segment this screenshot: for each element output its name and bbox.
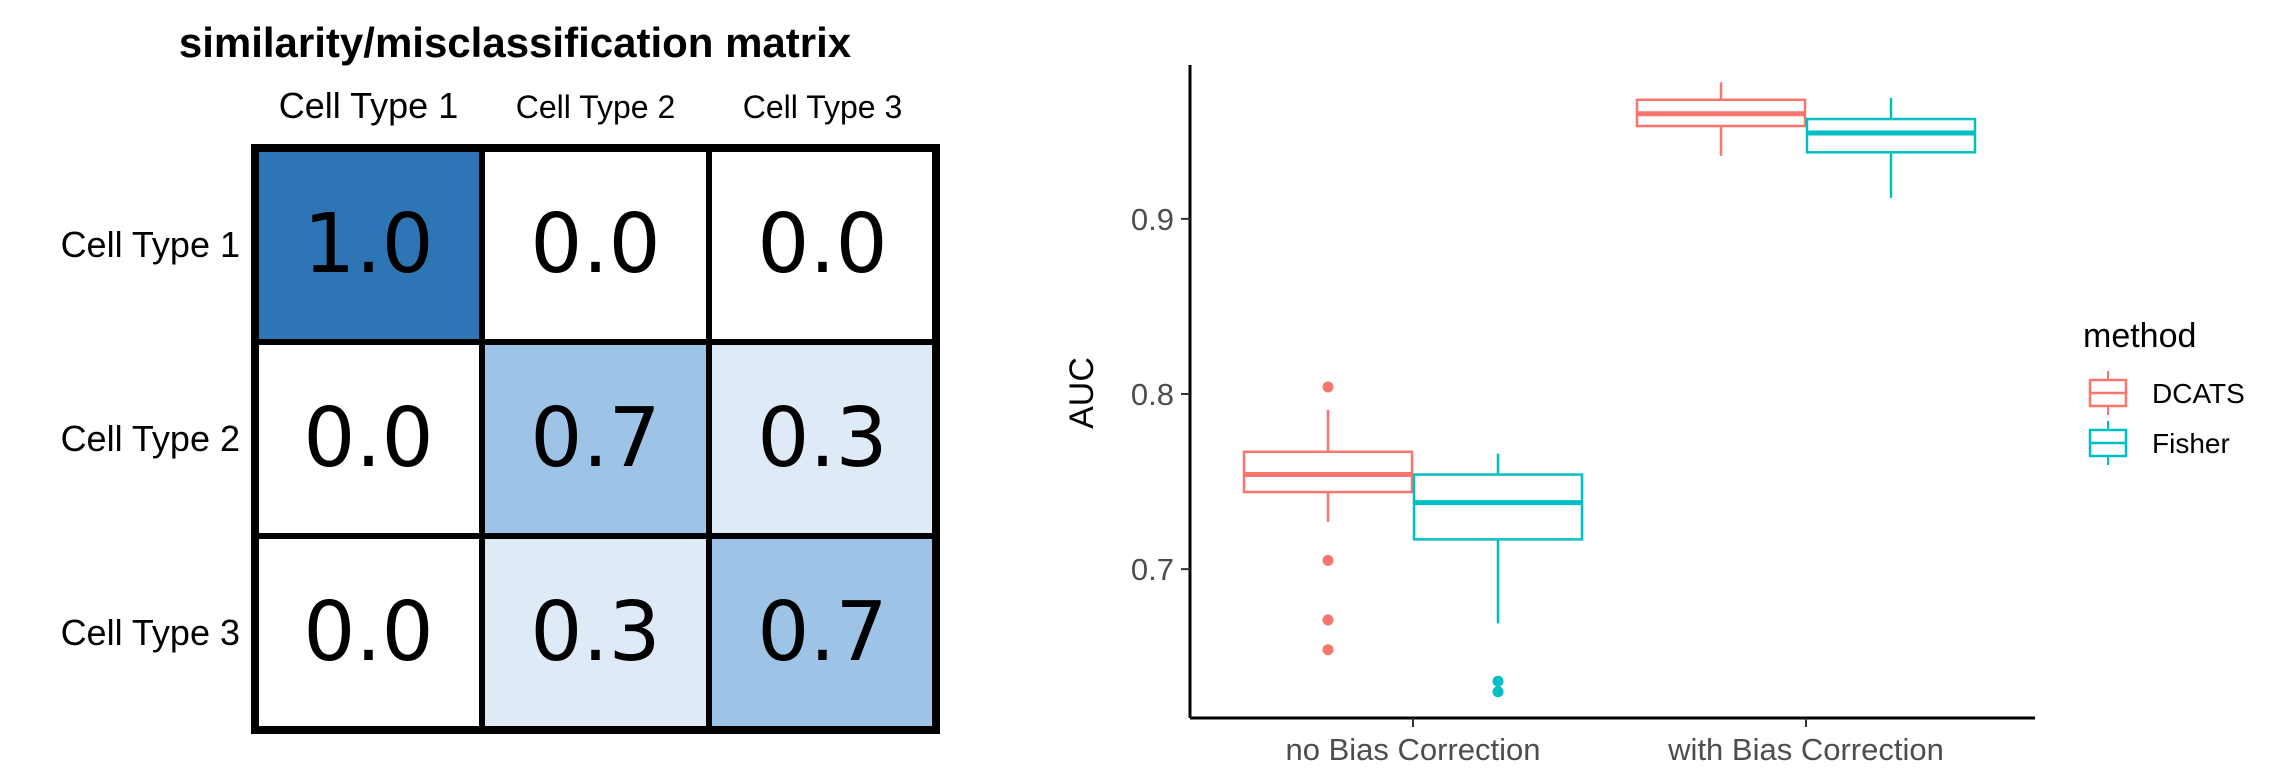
heatmap-column-label: Cell Type 2 (516, 89, 676, 125)
heatmap-cell-value: 0.0 (303, 585, 433, 680)
outlier-point (1492, 686, 1504, 698)
heatmap-cell (479, 145, 712, 345)
legend-title: method (2083, 317, 2196, 355)
legend: method DCATS Fisher (2083, 317, 2245, 465)
box-body (1412, 473, 1584, 541)
heatmap-cell-value: 0.0 (303, 391, 433, 486)
heatmap-cell-value: 0.3 (757, 391, 887, 486)
heatmap-cell (479, 533, 712, 733)
heatmap-cell (706, 339, 939, 539)
legend-item-fisher: Fisher (2088, 421, 2230, 465)
heatmap-title: similarity/misclassification matrix (179, 19, 852, 66)
auc-boxplot-panel: 0.7 0.8 0.9 no Bias Correction with Bias Cor… (1063, 65, 2245, 767)
box-fisher (1412, 453, 1584, 698)
boxplot-axes: 0.7 0.8 0.9 no Bias Correction with Bias Cor… (1131, 65, 2035, 767)
heatmap-cell-value: 0.0 (757, 197, 887, 292)
boxplot-boxes (1242, 82, 1977, 698)
legend-label: DCATS (2152, 378, 2245, 409)
y-axis-label: AUC (1063, 357, 1101, 429)
similarity-matrix-panel: similarity/misclassification matrix Cell… (61, 19, 940, 734)
y-tick-label: 0.8 (1131, 377, 1174, 412)
outlier-point (1322, 644, 1334, 656)
heatmap-cell-value: 0.3 (530, 585, 660, 680)
heatmap-row-label: Cell Type 2 (61, 418, 240, 459)
outlier-point (1322, 381, 1334, 393)
heatmap-cell-value: 0.7 (530, 391, 660, 486)
box-fisher (1805, 98, 1977, 198)
heatmap-column-label: Cell Type 3 (743, 89, 903, 125)
outlier-point (1322, 614, 1334, 626)
x-tick-label: with Bias Correction (1667, 732, 1944, 767)
legend-label: Fisher (2152, 428, 2230, 459)
heatmap-cells: 1.0 0.0 0.0 0.0 0.7 0.3 0.0 0.3 0.7 (251, 144, 940, 734)
box-body (1242, 450, 1414, 494)
box-dcats (1242, 381, 1414, 656)
legend-item-dcats: DCATS (2088, 371, 2245, 415)
x-tick-label: no Bias Correction (1285, 732, 1540, 767)
heatmap-column-label: Cell Type 1 (279, 85, 458, 126)
box-dcats (1635, 82, 1807, 156)
outlier-point (1492, 675, 1504, 687)
y-tick-label: 0.9 (1131, 202, 1174, 237)
y-tick-label: 0.7 (1131, 552, 1174, 587)
box-body (1805, 117, 1977, 154)
heatmap-row-labels: Cell Type 1 Cell Type 2 Cell Type 3 (61, 224, 240, 653)
heatmap-cell-value: 0.7 (757, 585, 887, 680)
heatmap-column-labels: Cell Type 1 Cell Type 2 Cell Type 3 (279, 85, 902, 126)
outlier-point (1322, 554, 1334, 566)
heatmap-row-label: Cell Type 3 (61, 612, 240, 653)
heatmap-row-label: Cell Type 1 (61, 224, 240, 265)
heatmap-cell-value: 1.0 (303, 197, 433, 292)
heatmap-border (251, 144, 940, 734)
heatmap-cell-value: 0.0 (530, 197, 660, 292)
